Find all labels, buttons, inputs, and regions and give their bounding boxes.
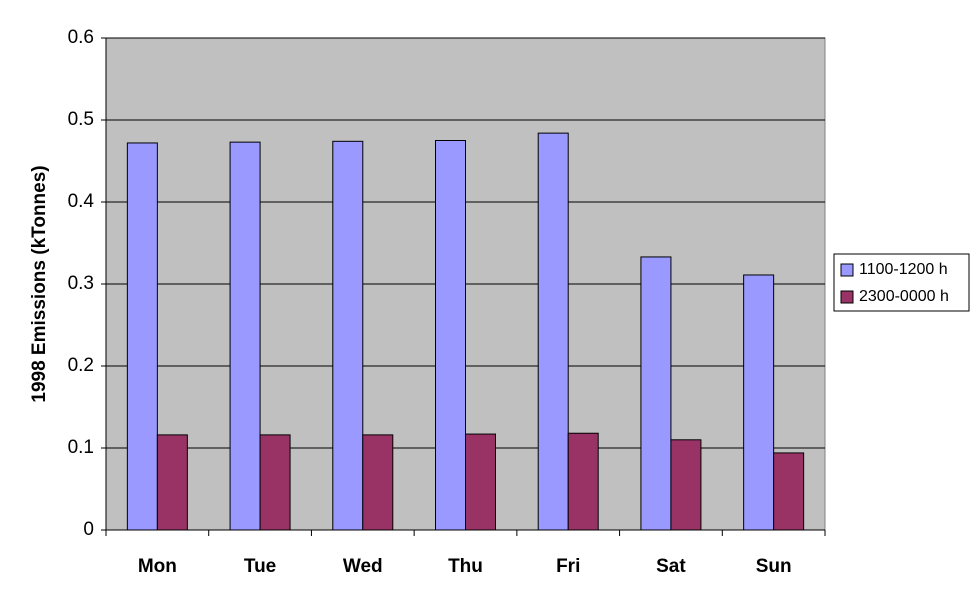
x-category-label: Sun — [756, 556, 792, 577]
legend: 1100-1200 h 2300-0000 h — [833, 253, 970, 312]
bar-fri-series-1 — [537, 132, 569, 531]
legend-label: 1100-1200 h — [859, 261, 948, 278]
bar-tue-series-2 — [259, 434, 291, 531]
y-tick-label: 0.2 — [68, 355, 94, 376]
y-tick-label: 0.6 — [68, 27, 94, 48]
legend-label: 2300-0000 h — [859, 288, 949, 305]
bar-fri-series-2 — [567, 432, 599, 531]
x-category-label: Tue — [244, 556, 276, 577]
bar-sat-series-2 — [670, 439, 702, 531]
bars — [126, 132, 805, 531]
legend-swatch — [840, 290, 854, 304]
y-tick-label: 0.5 — [68, 109, 94, 130]
bar-tue-series-1 — [229, 141, 261, 531]
x-category-label: Fri — [556, 556, 580, 577]
x-category-label: Thu — [448, 556, 483, 577]
y-tick-label: 0.4 — [68, 191, 95, 212]
x-category-label: Sat — [656, 556, 686, 577]
bar-thu-series-1 — [435, 140, 466, 531]
grid-lines — [106, 37, 825, 449]
bar-wed-series-1 — [332, 140, 364, 531]
x-category-label: Mon — [138, 556, 177, 577]
y-ticks: 0 0.1 0.2 0.3 0.4 0.5 0.6 — [68, 27, 106, 540]
bar-mon-series-1 — [126, 142, 158, 531]
bar-wed-series-2 — [362, 434, 394, 531]
y-tick-label: 0.1 — [68, 437, 94, 458]
bar-sat-series-1 — [640, 256, 672, 531]
bar-thu-series-2 — [465, 433, 496, 531]
x-category-label: Wed — [343, 556, 383, 577]
y-tick-label: 0 — [83, 519, 94, 540]
x-ticks: Mon Tue Wed Thu Fri Sat Sun — [105, 530, 826, 577]
y-tick-label: 0.3 — [68, 273, 94, 294]
legend-box — [833, 253, 970, 312]
y-axis-title: 1998 Emissions (kTonnes) — [29, 165, 50, 402]
bar-sun-series-2 — [773, 452, 805, 531]
bar-mon-series-2 — [156, 434, 188, 531]
bar-sun-series-1 — [743, 274, 775, 531]
legend-swatch — [840, 263, 854, 277]
